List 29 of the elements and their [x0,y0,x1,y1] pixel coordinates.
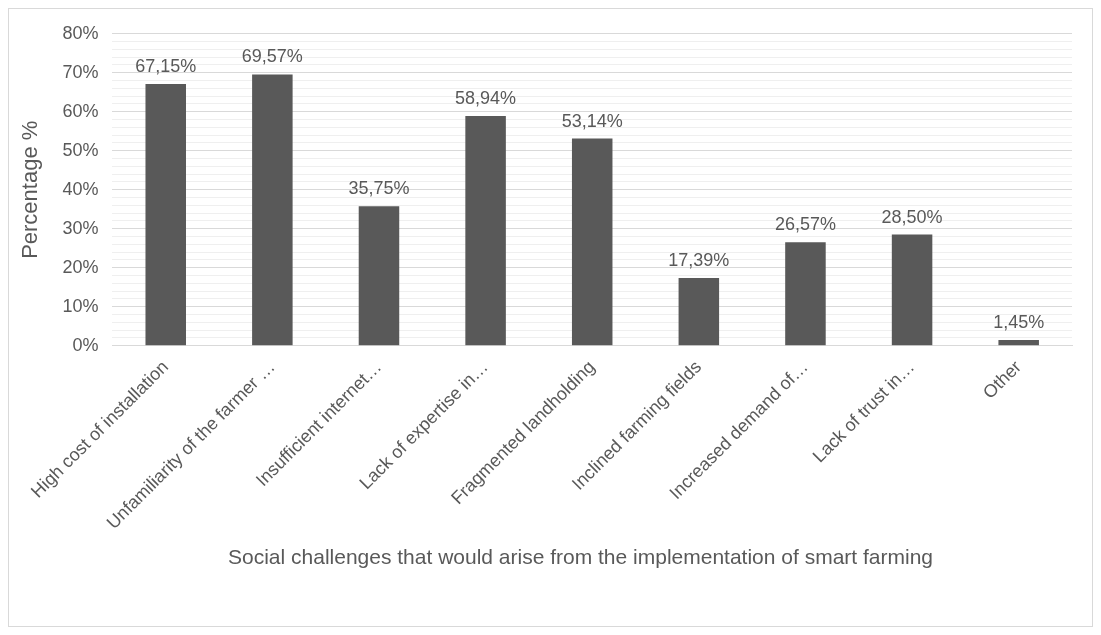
y-tick-label: 10% [62,295,99,316]
bar [785,242,826,346]
data-label: 1,45% [993,312,1045,333]
bar [891,234,933,346]
bar [678,277,720,346]
y-tick-label: 30% [62,217,99,238]
y-tick-label: 20% [62,256,99,277]
y-tick-label: 40% [62,178,99,199]
data-label: 17,39% [668,249,730,270]
data-label: 28,50% [881,206,943,227]
data-label: 35,75% [348,178,410,199]
bar [571,138,613,346]
bar [998,340,1039,346]
y-tick-label: 70% [62,61,99,82]
y-tick-label: 0% [72,334,99,355]
data-label: 58,94% [455,87,517,108]
bar [252,74,293,346]
data-label: 69,57% [241,46,303,67]
data-label: 53,14% [561,110,623,131]
data-label: 67,15% [135,55,197,76]
bar [358,206,400,346]
bar [145,83,186,346]
data-label: 26,57% [774,214,836,235]
bar [465,115,506,346]
y-axis-title: Percentage % [17,120,43,259]
y-tick-label: 50% [62,139,99,160]
y-tick-label: 80% [62,22,99,43]
x-axis-title: Social challenges that would arise from the implementation of smart farming [227,544,934,570]
y-tick-label: 60% [62,100,99,121]
